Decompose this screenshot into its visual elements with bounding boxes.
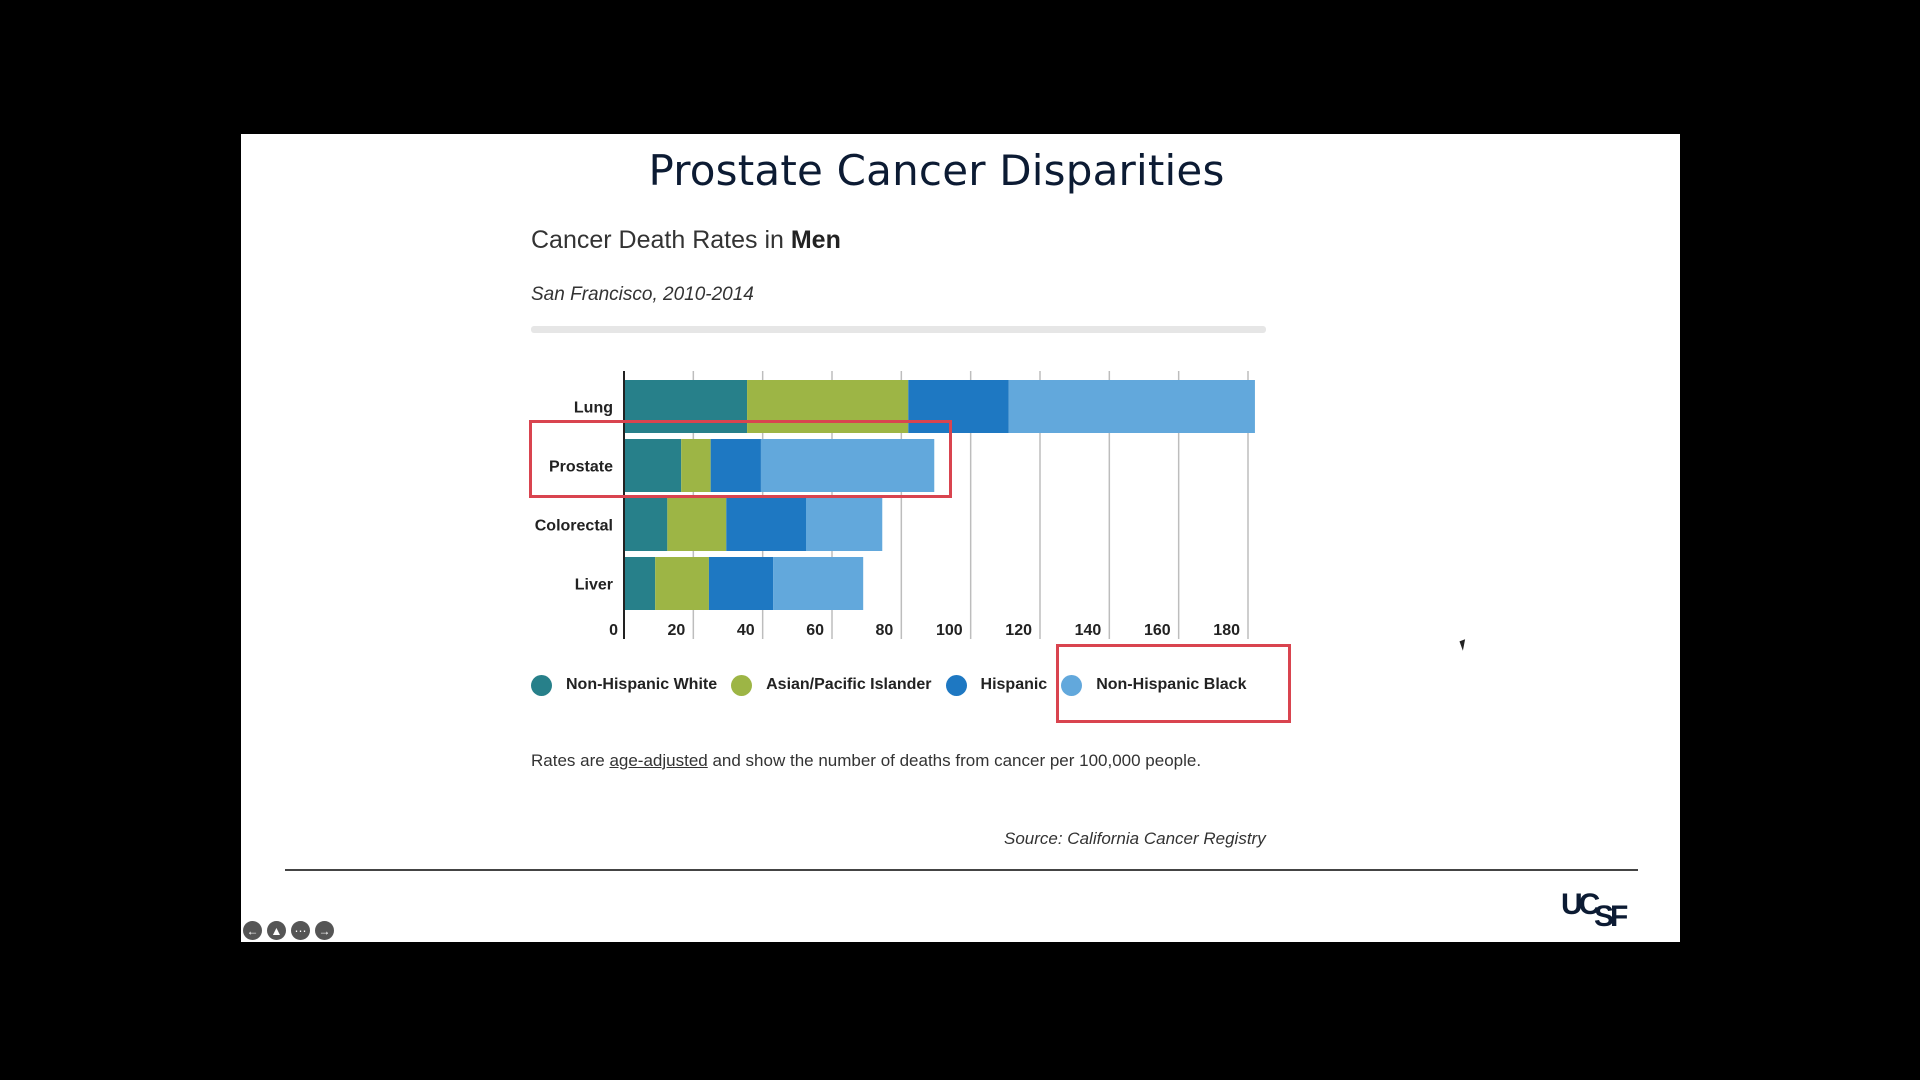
legend-item: Non-Hispanic Black [1061, 674, 1247, 696]
x-tick-label: 120 [1005, 622, 1032, 639]
legend-swatch [531, 674, 552, 696]
legend-swatch [945, 674, 967, 696]
bar-colorectal-non-hispanic-white [624, 498, 668, 551]
note-after: and show the number of deaths from cance… [707, 751, 1202, 770]
highlight-box-prostate [529, 420, 952, 498]
legend-item: Asian/Pacific Islander [731, 674, 932, 696]
source-citation: Source: California Cancer Registry [1004, 829, 1266, 848]
bar-prostate-non-hispanic-black [760, 439, 935, 492]
category-label: Liver [575, 577, 613, 594]
x-tick-label: 60 [806, 622, 824, 639]
legend-swatch [1061, 674, 1083, 696]
highlight-box-legend-black [1056, 644, 1291, 723]
chart-subtitle: San Francisco, 2010-2014 [531, 284, 754, 305]
x-tick-label: 180 [1213, 622, 1240, 639]
legend-label: Hispanic [980, 676, 1048, 693]
bar-lung-hispanic [908, 380, 1009, 433]
legend-label: Non-Hispanic White [566, 676, 718, 693]
bar-prostate-asian-pacific-islander [681, 439, 711, 492]
bar-liver-hispanic [708, 557, 774, 610]
bar-prostate-hispanic [710, 439, 761, 492]
pointer-icon[interactable]: ▲ [267, 921, 286, 940]
legend-item: Hispanic [945, 674, 1048, 696]
category-label: Colorectal [535, 518, 613, 535]
bar-lung-non-hispanic-white [624, 380, 748, 433]
legend-swatch [731, 674, 753, 696]
rate-note: Rates are age-adjusted and show the numb… [531, 751, 1201, 771]
x-tick-label: 20 [668, 622, 686, 639]
footer-divider [285, 869, 1638, 871]
more-icon[interactable]: ⋯ [291, 921, 310, 940]
category-label: Lung [574, 400, 613, 417]
x-tick-label: 40 [737, 622, 755, 639]
bar-lung-non-hispanic-black [1008, 380, 1255, 433]
bar-liver-non-hispanic-black [773, 557, 864, 610]
category-label: Prostate [549, 459, 613, 476]
x-tick-label: 0 [609, 622, 618, 639]
bar-liver-non-hispanic-white [624, 557, 656, 610]
chart-title-prefix: Cancer Death Rates in [531, 226, 791, 254]
chart-tick-labels: 0 20 40 60 80 100 120 140 160 180 [609, 622, 1240, 639]
title-divider [531, 326, 1266, 333]
chart-category-labels: Lung Prostate Colorectal Liver [535, 400, 613, 594]
legend-label: Asian/Pacific Islander [766, 676, 932, 693]
svg-text:SF: SF [1594, 900, 1628, 930]
age-adjusted-link[interactable]: age-adjusted [609, 751, 708, 770]
bar-prostate-non-hispanic-white [624, 439, 682, 492]
legend-label: Non-Hispanic Black [1096, 676, 1247, 693]
slide-nav-controls: ← ▲ ⋯ → [243, 921, 339, 940]
legend-item: Non-Hispanic White [531, 674, 718, 696]
x-tick-label: 160 [1144, 622, 1171, 639]
stacked-bar-chart: Lung Prostate Colorectal Liver 0 20 40 60 80 100… [535, 371, 1255, 639]
chart-title: Cancer Death Rates in Men [531, 226, 841, 255]
ucsf-logo: UC SF [1561, 888, 1632, 930]
x-tick-label: 100 [936, 622, 963, 639]
slide-title: Prostate Cancer Disparities [648, 146, 1225, 195]
bar-colorectal-asian-pacific-islander [667, 498, 727, 551]
bar-lung-asian-pacific-islander [747, 380, 909, 433]
chart-title-bold: Men [790, 226, 841, 254]
back-arrow-icon[interactable]: ← [243, 921, 262, 940]
forward-arrow-icon[interactable]: → [315, 921, 334, 940]
x-tick-label: 80 [876, 622, 894, 639]
bar-colorectal-hispanic [726, 498, 806, 551]
slide: Prostate Cancer Disparities Cancer Death… [241, 134, 1680, 942]
note-before: Rates are [531, 751, 610, 770]
chart-legend: Non-Hispanic White Asian/Pacific Islander… [531, 670, 1260, 700]
bar-colorectal-non-hispanic-black [806, 498, 883, 551]
bar-liver-asian-pacific-islander [655, 557, 709, 610]
x-tick-label: 140 [1075, 622, 1102, 639]
chart-bars [624, 380, 1255, 610]
